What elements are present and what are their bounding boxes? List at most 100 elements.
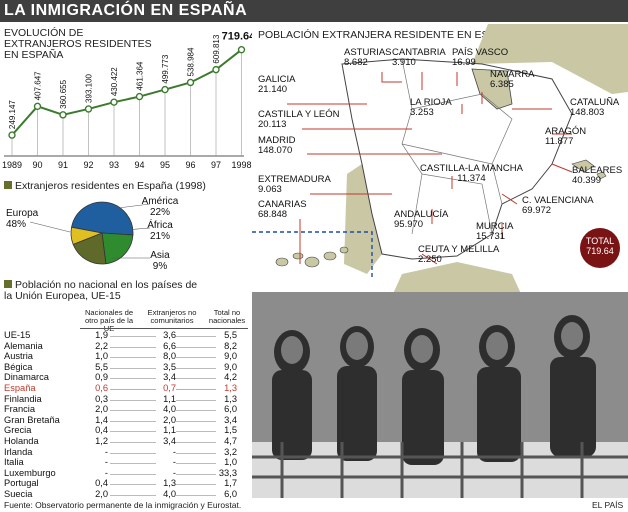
pie-label: Asia 9%	[150, 250, 170, 272]
row-leader	[176, 484, 216, 486]
cell-country: España	[4, 383, 36, 393]
row-leader	[110, 410, 156, 412]
map-region-label: CASTILLA Y LEÓN 20.113	[258, 110, 340, 130]
table-row: Bégica 5,5 3,5 9,0	[4, 362, 248, 373]
cell-eu: 1,0	[95, 351, 108, 362]
x-tick-label: 1998	[231, 160, 251, 170]
cell-non-eu: 4,0	[163, 404, 176, 415]
cell-country: Grecia	[4, 425, 32, 436]
cell-non-eu: 4,0	[163, 489, 176, 499]
cell-total: 6,0	[224, 404, 237, 415]
region-name: C. VALENCIANA	[522, 195, 594, 206]
region-value: 148.070	[258, 145, 293, 156]
pie-slice	[72, 232, 107, 265]
row-leader	[176, 452, 216, 454]
row-leader	[110, 473, 156, 475]
row-leader	[176, 410, 216, 412]
data-label: 430.422	[110, 67, 119, 96]
table-header-rule	[80, 328, 248, 329]
cell-non-eu: -	[172, 446, 176, 457]
row-leader	[110, 442, 156, 443]
cell-eu: 0,3	[95, 393, 108, 404]
region-value: 11.877	[545, 136, 574, 147]
region-name: CASTILLA-LA MANCHA	[420, 163, 523, 174]
table-row: Dinamarca 0,9 3,4 4,2	[4, 372, 248, 383]
cell-country: Dinamarca	[4, 372, 49, 383]
region-value: 15.731	[476, 231, 506, 242]
region-name: MURCIA	[476, 221, 514, 232]
data-label: 609.813	[212, 34, 221, 63]
cell-country: Francia	[4, 404, 36, 415]
cell-country: Italia	[4, 457, 24, 468]
x-tick-label: 91	[58, 160, 68, 170]
table-row: Grecia 0,4 1,1 1,5	[4, 425, 248, 436]
row-leader	[176, 378, 216, 380]
row-leader	[110, 399, 156, 401]
data-point	[59, 111, 67, 119]
cell-eu: 2,0	[95, 489, 108, 499]
table-row: UE-15 1,9 3,6 5,5	[4, 330, 248, 341]
cell-non-eu: 6,6	[163, 340, 176, 351]
cell-country: Luxemburgo	[4, 467, 56, 478]
cell-country: Irlanda	[4, 446, 33, 457]
cell-eu: 1,9	[95, 330, 108, 340]
region-value: 11.374	[457, 173, 486, 184]
row-leader	[176, 346, 216, 348]
cell-country: Suecia	[4, 489, 33, 499]
region-name: CEUTA Y MELILLA	[418, 244, 500, 255]
table-row: España 0,6 0,7 1,3	[4, 383, 248, 394]
map-region-label: ASTURIAS 8.682	[344, 48, 392, 68]
region-name: GALICIA	[258, 74, 296, 85]
table-row: Francia 2,0 4,0 6,0	[4, 404, 248, 415]
region-borders	[401, 58, 513, 235]
cell-non-eu: -	[172, 467, 176, 478]
cell-eu: -	[104, 467, 108, 478]
footer-credit: EL PAÍS	[592, 500, 624, 510]
data-point	[135, 92, 144, 101]
cell-non-eu: 1,3	[163, 478, 176, 489]
map-region-label: LA RIOJA 3.253	[410, 98, 452, 118]
cell-country: Bégica	[4, 361, 33, 372]
x-tick-label: 93	[109, 160, 119, 170]
data-point	[161, 85, 169, 94]
data-point	[84, 105, 93, 113]
region-name: PAÍS VASCO	[452, 47, 509, 58]
region-name: CANTABRIA	[392, 47, 446, 58]
pie-slice	[71, 201, 134, 236]
row-leader	[110, 346, 156, 348]
table-row: Finlandia 0,3 1,1 1,3	[4, 394, 248, 405]
table-row: Gran Bretaña 1,4 2,0 3,4	[4, 415, 248, 426]
data-point	[212, 65, 220, 74]
balearic-islands	[571, 159, 607, 180]
cell-country: Gran Bretaña	[4, 414, 60, 425]
row-leader	[110, 484, 156, 486]
pie-title: Extranjeros residentes en España (1998)	[15, 180, 206, 192]
region-pointers	[287, 72, 573, 265]
row-leader	[176, 357, 216, 359]
region-name: ANDALUCÍA	[394, 209, 449, 220]
row-leader	[110, 463, 156, 465]
region-value: 95.970	[394, 219, 424, 230]
cell-eu: 0,6	[95, 383, 108, 393]
row-leader	[110, 495, 156, 496]
cell-total: 3,4	[224, 414, 237, 425]
cell-total: 5,5	[224, 330, 237, 340]
table-title-2: la Unión Europea, UE-15	[4, 290, 121, 302]
map-region-label: CEUTA Y MELILLA 2.250	[418, 245, 499, 265]
row-leader	[176, 420, 216, 422]
cell-total: 1,0	[224, 457, 237, 468]
region-value: 40.399	[572, 175, 602, 186]
pie-slice	[101, 232, 134, 265]
data-label: 249.147	[8, 100, 17, 129]
cell-eu: 2,2	[95, 340, 108, 351]
row-leader	[110, 357, 156, 359]
cell-non-eu: 0,7	[163, 383, 176, 393]
cell-non-eu: 2,0	[163, 414, 176, 425]
map-region-label: CANARIAS 68.848	[258, 200, 307, 220]
region-name: CANARIAS	[258, 199, 307, 210]
cell-total: 33,3	[218, 467, 237, 478]
map-region-label: NAVARRA 6.385	[490, 70, 535, 90]
canary-inset-border	[252, 231, 373, 279]
total-label: TOTAL	[585, 236, 615, 246]
table-row: Austria 1,0 8,0 9,0	[4, 351, 248, 362]
